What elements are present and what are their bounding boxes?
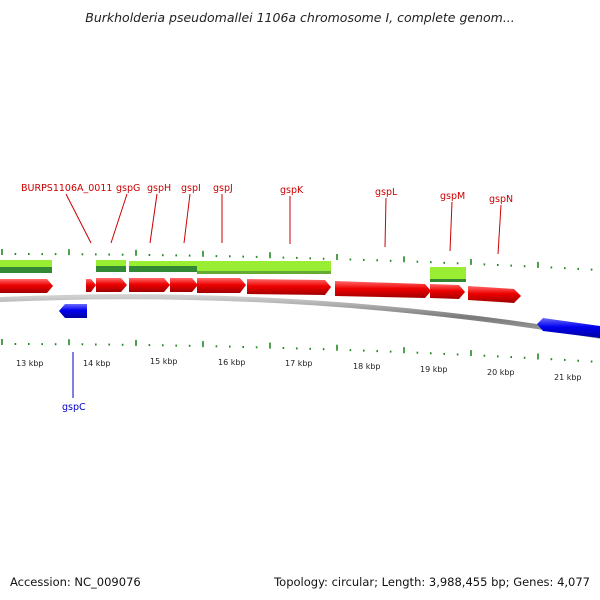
- forward-gene-arrow[interactable]: [247, 279, 331, 295]
- gene-label[interactable]: gspM: [440, 191, 465, 202]
- label-leader-line: [384, 197, 387, 248]
- reverse-gene-arrow[interactable]: [537, 318, 600, 338]
- cds-bar-light: [197, 261, 331, 274]
- cds-bar-light: [0, 260, 52, 267]
- ruler-label: 14 kbp: [83, 359, 111, 368]
- cds-bar-dark: [197, 271, 331, 274]
- cds-bar-dark: [430, 279, 466, 282]
- forward-gene-arrow[interactable]: [468, 286, 521, 303]
- forward-gene-arrow[interactable]: [86, 279, 96, 292]
- label-leader-line: [110, 193, 128, 244]
- reverse-gene-labels: gspC: [62, 352, 86, 413]
- forward-gene-arrow[interactable]: [0, 279, 53, 293]
- ruler-label: 21 kbp: [554, 373, 582, 382]
- accession-text: Accession: NC_009076: [10, 575, 141, 589]
- forward-gene-labels: BURPS1106A_0011 gspG gspH gspI gspJ gspK…: [21, 183, 513, 255]
- gene-label[interactable]: gspH: [147, 183, 171, 194]
- cds-bar-dark: [0, 267, 52, 273]
- gene-label[interactable]: gspG: [116, 183, 140, 194]
- cds-bar-dark: [129, 266, 197, 272]
- ruler-label: 13 kbp: [16, 359, 44, 368]
- gene-label[interactable]: gspL: [375, 187, 398, 198]
- cds-bars: [0, 260, 466, 282]
- cds-bar-light: [96, 260, 126, 266]
- forward-gene-arrow[interactable]: [430, 284, 465, 299]
- forward-gene-arrow[interactable]: [170, 278, 198, 292]
- gene-label[interactable]: BURPS1106A_0011: [21, 183, 112, 194]
- genome-summary-text: Topology: circular; Length: 3,988,455 bp…: [274, 575, 590, 589]
- forward-gene-arrow[interactable]: [96, 278, 127, 292]
- lower-tick-row: [1, 339, 593, 363]
- label-leader-line: [65, 193, 92, 244]
- ruler-label: 15 kbp: [150, 357, 178, 366]
- forward-genes: [0, 278, 521, 303]
- cds-bar-light: [430, 267, 466, 279]
- ruler-labels: 13 kbp 14 kbp 15 kbp 16 kbp 17 kbp 18 kb…: [16, 357, 582, 382]
- label-leader-line: [183, 193, 191, 244]
- forward-gene-arrow[interactable]: [129, 278, 170, 292]
- cds-bar-dark: [96, 266, 126, 272]
- gene-label[interactable]: gspJ: [213, 183, 233, 194]
- gene-label[interactable]: gspC: [62, 402, 86, 413]
- backbone-arc: [0, 294, 600, 339]
- reverse-genes: [59, 304, 600, 338]
- label-leader-line: [149, 193, 158, 244]
- upper-tick-row: [1, 249, 593, 271]
- forward-gene-arrow[interactable]: [197, 278, 246, 293]
- ruler-label: 19 kbp: [420, 365, 448, 374]
- ruler-label: 18 kbp: [353, 362, 381, 371]
- label-leader-line: [449, 201, 453, 252]
- forward-gene-arrow[interactable]: [335, 281, 431, 298]
- gene-label[interactable]: gspI: [181, 183, 201, 194]
- gene-label[interactable]: gspN: [489, 194, 513, 205]
- label-leader-line: [497, 204, 502, 255]
- ruler-label: 20 kbp: [487, 368, 515, 377]
- cds-bar-light: [129, 261, 197, 266]
- reverse-gene-arrow[interactable]: [59, 304, 87, 318]
- ruler-label: 16 kbp: [218, 358, 246, 367]
- gene-label[interactable]: gspK: [280, 185, 304, 196]
- map-title: Burkholderia pseudomallei 1106a chromoso…: [85, 10, 515, 25]
- ruler-label: 17 kbp: [285, 359, 313, 368]
